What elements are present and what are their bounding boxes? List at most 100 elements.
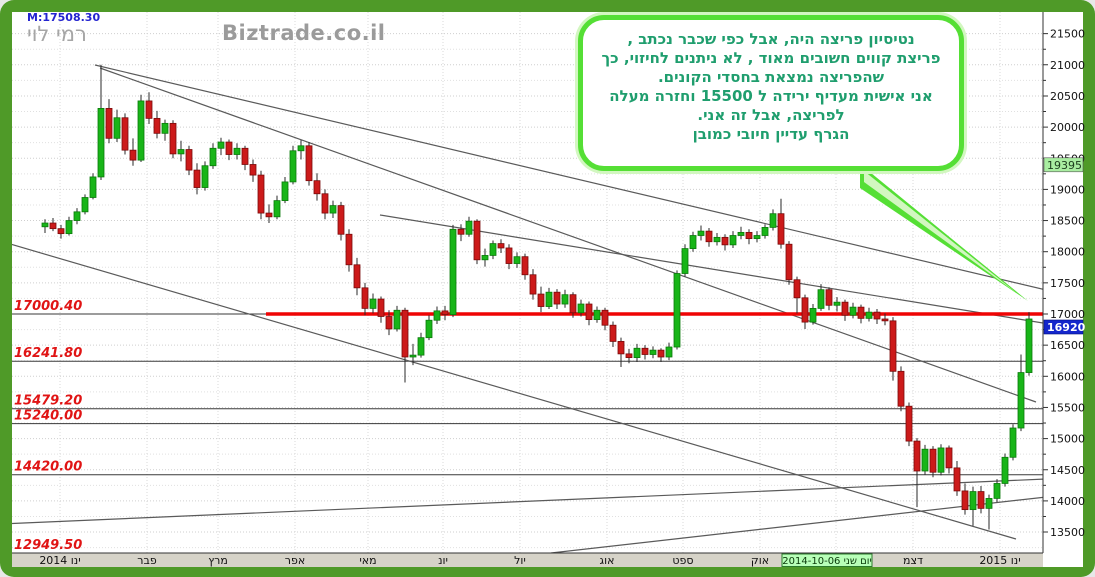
candle-body xyxy=(153,117,161,134)
candle-body xyxy=(241,147,249,165)
support-price-label: 15479.20 xyxy=(14,394,82,409)
candle-body xyxy=(777,213,785,245)
month-label: פבר xyxy=(137,554,157,567)
candle-body xyxy=(1009,427,1017,458)
candle-body xyxy=(881,318,889,322)
time-axis: ינו 2014 פבר מרץ אפר מאי יונ יול אוג ספט אוק דצמ ינ… xyxy=(12,552,1043,567)
candle-body xyxy=(145,100,153,119)
candle-body xyxy=(329,205,337,214)
candle-body xyxy=(409,354,417,358)
candle-body xyxy=(729,235,737,246)
candle-body xyxy=(769,213,777,228)
annotation-line: הגרף עדיין חיובי כמובן xyxy=(692,125,850,143)
candle-body xyxy=(585,303,593,321)
candle-body xyxy=(217,141,225,149)
price-axis-label: 14000 xyxy=(1050,495,1085,508)
candle-body xyxy=(929,448,937,473)
candle-body xyxy=(473,220,481,261)
candle-body xyxy=(193,169,201,188)
candle-body xyxy=(961,490,969,511)
candle-body xyxy=(657,349,665,358)
price-axis-label: 15000 xyxy=(1050,433,1085,446)
candle-body xyxy=(433,310,441,321)
candle-body xyxy=(817,289,825,309)
candle-body xyxy=(377,298,385,317)
candle-body xyxy=(809,307,817,323)
month-label: אוק xyxy=(751,554,769,567)
candle-body xyxy=(113,117,121,139)
annotation-line: אני אישית מעדיף ירידה ל 15500 וחזרה מעלה xyxy=(609,87,933,105)
annotation-line: פריצת קווים חשובים מאוד , לא ניתנים לחיז… xyxy=(601,49,941,67)
price-axis-label: 17000 xyxy=(1050,308,1085,321)
candle-body xyxy=(977,491,985,509)
candle-body xyxy=(793,279,801,299)
month-label: מאי xyxy=(359,554,376,567)
last-price-badge xyxy=(1043,319,1084,335)
candle-body xyxy=(617,341,625,355)
candle-body xyxy=(625,353,633,359)
candle-body xyxy=(753,235,761,240)
candle-body xyxy=(633,347,641,359)
month-label: אוג xyxy=(600,554,615,567)
candle-body xyxy=(305,145,313,182)
month-label: אפר xyxy=(285,554,305,567)
candle-body xyxy=(201,165,209,188)
candle-body xyxy=(561,294,569,305)
selected-date-badge xyxy=(781,553,873,567)
candle-body xyxy=(345,233,353,266)
candle-body xyxy=(385,316,393,330)
candle-body xyxy=(529,274,537,295)
month-label: ינו 2015 xyxy=(979,554,1020,567)
price-axis-label: 21000 xyxy=(1050,59,1085,72)
candle-body xyxy=(465,220,473,235)
candle-body xyxy=(513,256,521,264)
candle-body xyxy=(849,306,857,316)
candle-body xyxy=(913,440,921,472)
candle-body xyxy=(649,349,657,355)
price-axis-label: 20500 xyxy=(1050,90,1085,103)
last-price-value: 16920 xyxy=(1047,321,1086,334)
candle-body xyxy=(905,405,913,442)
candle-body xyxy=(833,301,841,306)
annotation-line: לפריצה, אבל זה אני. xyxy=(697,106,845,124)
annotation-bubble: נטיסיון פריצה היה, אבל כפי שכבר נכתב , פ… xyxy=(578,15,964,171)
candle-body xyxy=(673,273,681,348)
price-axis-label: 15500 xyxy=(1050,401,1085,414)
price-axis-label: 16500 xyxy=(1050,339,1085,352)
candle-body xyxy=(417,337,425,356)
candle-body xyxy=(761,227,769,236)
candle-body xyxy=(689,235,697,249)
candle-body xyxy=(697,230,705,236)
candle-body xyxy=(681,248,689,274)
candle-body xyxy=(41,222,49,228)
candle-body xyxy=(481,255,489,261)
candle-body xyxy=(993,483,1001,499)
candle-body xyxy=(249,164,257,176)
month-label: דצמ xyxy=(903,554,923,567)
price-axis-label: 18500 xyxy=(1050,215,1085,228)
support-price-label: 16241.80 xyxy=(14,346,82,361)
candlesticks xyxy=(41,64,1033,530)
month-label: מרץ xyxy=(208,554,228,567)
price-axis-label: 18000 xyxy=(1050,246,1085,259)
candle-body xyxy=(265,212,273,218)
candle-body xyxy=(985,498,993,509)
support-price-label: 15240.00 xyxy=(14,409,82,424)
candle-body xyxy=(185,149,193,171)
candle-body xyxy=(553,291,561,305)
candle-body xyxy=(425,319,433,339)
candle-body xyxy=(569,294,577,314)
candle-body xyxy=(921,448,929,472)
month-label: ינו 2014 xyxy=(39,554,80,567)
candle-body xyxy=(1017,372,1025,429)
price-axis-label: 19000 xyxy=(1050,183,1085,196)
candle-body xyxy=(321,193,329,214)
candle-body xyxy=(105,108,113,139)
month-label: ספט xyxy=(672,554,693,567)
candle-body xyxy=(81,197,89,213)
indicator-value: M:17508.30 xyxy=(27,11,101,24)
candle-body xyxy=(369,298,377,309)
candle-body xyxy=(441,310,449,316)
candle-body xyxy=(721,236,729,246)
candle-body xyxy=(209,147,217,167)
